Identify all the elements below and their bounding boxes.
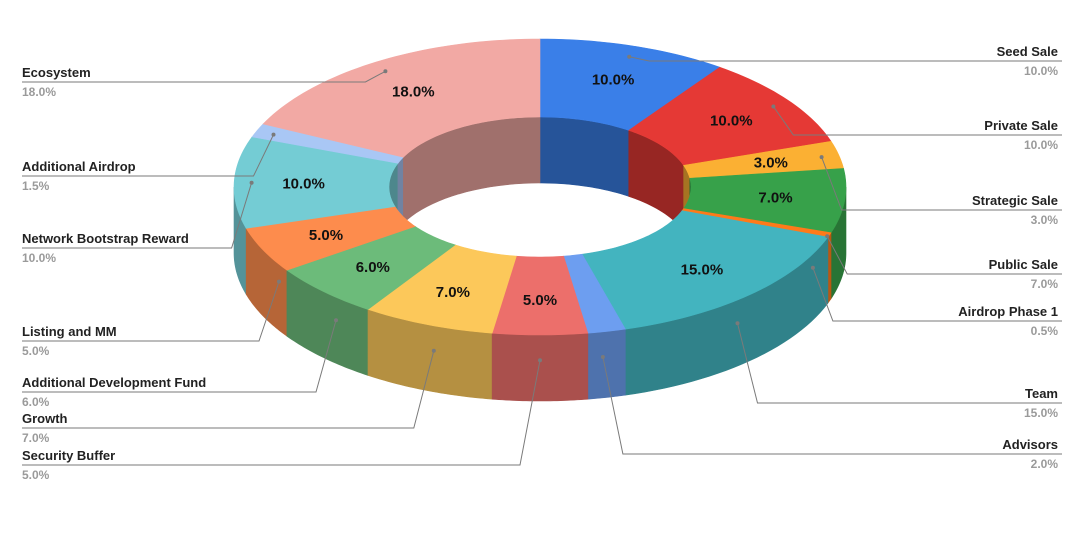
legend-name-growth: Growth [22, 411, 68, 426]
legend-pct-advisors: 2.0% [1031, 457, 1059, 471]
leader-dot-private-sale [771, 104, 776, 109]
leader-line-private-sale [772, 106, 1062, 136]
slice-label-ecosystem: 18.0% [392, 84, 435, 101]
legend-labels: Seed Sale 10.0% Private Sale 10.0% Strategic… [22, 44, 1058, 482]
leader-dot-ecosystem [383, 69, 388, 74]
slice-label-public-sale: 7.0% [758, 190, 792, 207]
ring-inner-wall [389, 117, 691, 254]
legend-pct-private-sale: 10.0% [1024, 138, 1058, 152]
leader-dot-seed-sale [627, 54, 632, 59]
leader-dot-airdrop-phase-1 [810, 265, 815, 270]
leader-line-public-sale [826, 235, 1062, 275]
slice-label-security-buffer: 5.0% [523, 292, 557, 309]
leader-dot-security-buffer [538, 358, 542, 363]
leader-line-team [737, 323, 1062, 404]
legend-name-public-sale: Public Sale [989, 257, 1058, 272]
leader-dot-public-sale [825, 234, 830, 239]
leader-dot-team [735, 321, 740, 326]
legend-pct-team: 15.0% [1024, 406, 1058, 420]
legend-name-advisors: Advisors [1002, 437, 1058, 452]
leader-line-seed-sale [629, 56, 1062, 62]
leader-dot-listing-and-mm [277, 279, 281, 284]
side-wall-security-buffer [491, 332, 589, 402]
legend-name-additional-airdrop: Additional Airdrop [22, 159, 136, 174]
legend-pct-network-bootstrap-reward: 10.0% [22, 251, 56, 265]
leader-dot-growth [431, 348, 436, 353]
leader-lines [22, 54, 1062, 466]
slice-label-strategic-sale: 3.0% [754, 154, 788, 171]
slice-label-growth: 7.0% [436, 284, 470, 301]
leader-line-ecosystem [22, 70, 386, 83]
leader-line-security-buffer [22, 360, 541, 466]
leader-dot-network-bootstrap-reward [249, 180, 254, 185]
slice-label-team: 15.0% [681, 261, 724, 278]
inner-wall-seed-sale [539, 117, 630, 197]
leader-line-network-bootstrap-reward [22, 182, 253, 249]
legend-name-ecosystem: Ecosystem [22, 65, 91, 80]
slice-label-listing-and-mm: 5.0% [309, 227, 343, 244]
legend-pct-airdrop-phase-1: 0.5% [1031, 324, 1059, 338]
legend-pct-strategic-sale: 3.0% [1031, 213, 1059, 227]
slice-ecosystem [262, 38, 541, 158]
side-wall-advisors [587, 328, 626, 400]
leader-dot-strategic-sale [819, 155, 824, 160]
legend-name-airdrop-phase-1: Airdrop Phase 1 [958, 304, 1058, 319]
legend-pct-listing-and-mm: 5.0% [22, 344, 50, 358]
leader-line-additional-airdrop [22, 134, 274, 177]
legend-name-team: Team [1025, 386, 1058, 401]
legend-pct-additional-development-fund: 6.0% [22, 395, 50, 409]
legend-name-additional-development-fund: Additional Development Fund [22, 375, 206, 390]
legend-pct-public-sale: 7.0% [1031, 277, 1059, 291]
legend-name-private-sale: Private Sale [984, 118, 1058, 133]
legend-pct-additional-airdrop: 1.5% [22, 179, 50, 193]
legend-name-network-bootstrap-reward: Network Bootstrap Reward [22, 231, 189, 246]
legend-name-listing-and-mm: Listing and MM [22, 324, 117, 339]
slice-label-additional-development-fund: 6.0% [356, 259, 390, 276]
legend-pct-security-buffer: 5.0% [22, 468, 50, 482]
leader-line-listing-and-mm [22, 281, 280, 342]
ring-side-walls [233, 186, 847, 402]
leader-line-additional-development-fund [22, 320, 337, 393]
leader-line-growth [22, 350, 435, 429]
legend-pct-growth: 7.0% [22, 431, 50, 445]
slice-label-seed-sale: 10.0% [592, 72, 635, 89]
legend-name-security-buffer: Security Buffer [22, 448, 115, 463]
ring-top-faces [233, 38, 847, 336]
leader-dot-additional-development-fund [334, 318, 338, 323]
legend-pct-seed-sale: 10.0% [1024, 64, 1058, 78]
slice-labels: 10.0% 10.0% 3.0% 7.0% 15.0% 5.0% 7.0% 6.0% 5.0% 1… [282, 72, 792, 310]
slice-label-private-sale: 10.0% [710, 113, 753, 130]
leader-line-strategic-sale [821, 156, 1062, 211]
leader-dot-advisors [600, 355, 605, 359]
legend-pct-ecosystem: 18.0% [22, 85, 56, 99]
leader-line-airdrop-phase-1 [812, 267, 1062, 322]
leader-line-advisors [602, 356, 1062, 455]
leader-dot-additional-airdrop [271, 132, 276, 137]
legend-name-strategic-sale: Strategic Sale [972, 193, 1058, 208]
legend-name-seed-sale: Seed Sale [997, 44, 1058, 59]
slice-label-network-bootstrap-reward: 10.0% [282, 176, 325, 193]
